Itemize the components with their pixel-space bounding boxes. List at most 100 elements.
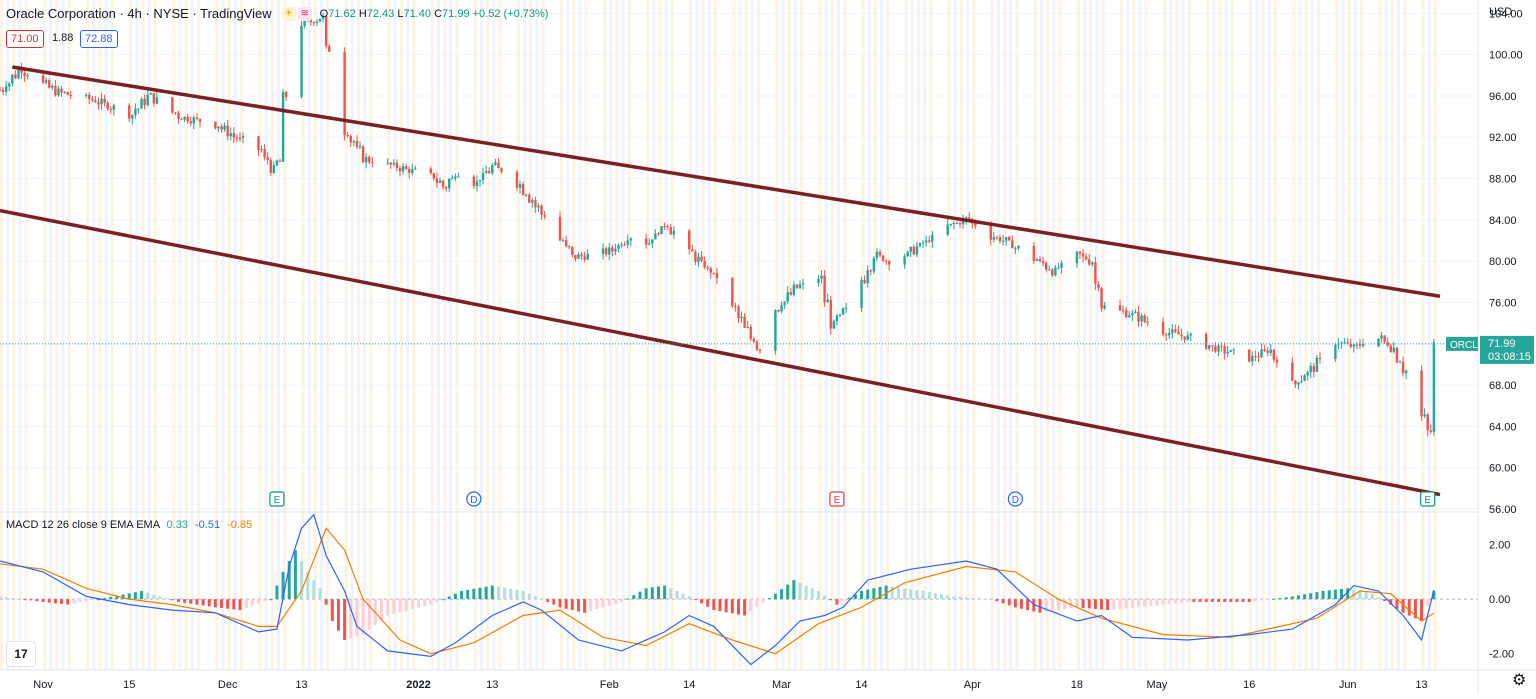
buy-button[interactable]: 72.88 — [80, 30, 118, 48]
macd-histogram-bar — [312, 580, 316, 600]
macd-histogram-bar — [127, 593, 131, 600]
macd-histogram-bar — [1358, 591, 1362, 600]
candle-body — [134, 108, 137, 116]
macd-histogram-bar — [90, 599, 94, 601]
macd-histogram-bar — [478, 587, 482, 600]
candle-body — [1315, 357, 1319, 372]
session-band — [566, 0, 570, 670]
session-band — [1298, 0, 1302, 670]
candle-body — [968, 217, 971, 219]
candle-body — [195, 117, 199, 119]
candle-body — [1118, 305, 1122, 311]
symbol-title[interactable]: Oracle Corporation · 4h · NYSE · Trading… — [6, 6, 272, 21]
macd-histogram-bar — [1407, 599, 1411, 616]
candle-body — [918, 243, 922, 247]
macd-histogram-bar — [1013, 599, 1017, 608]
macd-histogram-bar — [983, 598, 987, 600]
candle-body — [318, 18, 322, 22]
candle-body — [989, 225, 992, 240]
macd-histogram-bar — [847, 597, 851, 600]
candle-body — [263, 149, 266, 158]
macd-histogram-bar — [940, 594, 944, 600]
macd-histogram-bar — [915, 590, 919, 600]
macd-histogram-bar — [712, 599, 716, 611]
session-band — [1360, 0, 1363, 670]
macd-histogram-bar — [878, 586, 882, 600]
candle-body — [866, 270, 869, 284]
macd-histogram-bar — [1266, 599, 1270, 601]
session-band — [92, 0, 96, 670]
session-band — [172, 0, 176, 670]
macd-histogram-bar — [718, 599, 722, 612]
candle-body — [740, 316, 743, 319]
session-band — [1421, 0, 1425, 670]
macd-histogram-bar — [1007, 599, 1011, 606]
session-band — [276, 0, 280, 670]
close-value: 71.99 — [442, 7, 470, 20]
candle-body — [1383, 335, 1386, 343]
data-delay-icon[interactable]: ≋ — [297, 6, 312, 21]
session-band — [240, 0, 243, 670]
session-band — [215, 0, 219, 670]
session-band — [190, 0, 194, 670]
candle-body — [432, 173, 436, 179]
macd-histogram-bar — [872, 588, 876, 600]
candle-body — [1429, 430, 1432, 432]
macd-histogram-bar — [632, 595, 636, 600]
session-band — [110, 0, 114, 670]
macd-histogram-bar — [1020, 599, 1024, 609]
macd-histogram-bar — [1426, 599, 1430, 606]
market-hours-icon[interactable]: ☀ — [281, 6, 296, 21]
sell-button[interactable]: 71.00 — [6, 30, 44, 48]
candle-body — [783, 301, 786, 306]
price-axis-tick: 76.00 — [1489, 297, 1517, 309]
candle-body — [1081, 253, 1085, 257]
macd-histogram-bar — [1100, 599, 1104, 610]
candle-body — [1051, 269, 1054, 276]
macd-histogram-bar — [1167, 599, 1171, 604]
gear-icon[interactable]: ⚙ — [1512, 672, 1527, 689]
candle-body — [964, 217, 968, 220]
macd-histogram-bar — [1395, 599, 1399, 609]
macd-legend[interactable]: MACD 12 26 close 9 EMA EMA 0.33 -0.51 -0… — [6, 519, 252, 531]
macd-histogram-bar — [558, 599, 562, 608]
candle-body — [571, 246, 574, 255]
candle-body — [1044, 262, 1048, 270]
candle-body — [146, 94, 149, 105]
session-band — [67, 0, 71, 670]
session-band — [449, 0, 453, 670]
channel-lines[interactable] — [0, 65, 1441, 497]
tradingview-logo-icon[interactable]: 17 — [6, 641, 36, 667]
macd-histogram-bar — [1296, 595, 1300, 600]
macd-histogram-bar — [1315, 592, 1319, 600]
candle-body — [51, 85, 54, 88]
candle-body — [478, 179, 482, 182]
candle-body — [1075, 251, 1079, 264]
currency-label[interactable]: USD — [1489, 6, 1513, 18]
macd-histogram-bar — [1026, 599, 1030, 611]
session-band — [313, 0, 317, 670]
session-band — [744, 0, 748, 670]
candle-body — [1392, 347, 1396, 352]
macd-histogram-bar — [552, 599, 556, 605]
candle-body — [1294, 380, 1297, 385]
candle-body — [411, 169, 414, 173]
macd-histogram-bar — [650, 587, 654, 600]
candle-body — [952, 222, 956, 224]
time-axis-tick: 13 — [295, 679, 307, 691]
session-band — [43, 0, 47, 670]
candle-body — [1078, 251, 1082, 254]
macd-histogram-bar — [773, 593, 777, 600]
macd-signal-line — [0, 527, 1435, 655]
macd-histogram-bar — [964, 597, 968, 600]
macd-histogram-bar — [109, 596, 113, 600]
macd-histogram-bar — [903, 588, 907, 600]
macd-histogram-bar — [810, 588, 814, 600]
candle-body — [20, 68, 23, 73]
candle-body — [1214, 346, 1217, 352]
session-band — [1267, 0, 1271, 670]
time-axis-tick: Mar — [772, 679, 791, 691]
candle-body — [454, 176, 457, 179]
